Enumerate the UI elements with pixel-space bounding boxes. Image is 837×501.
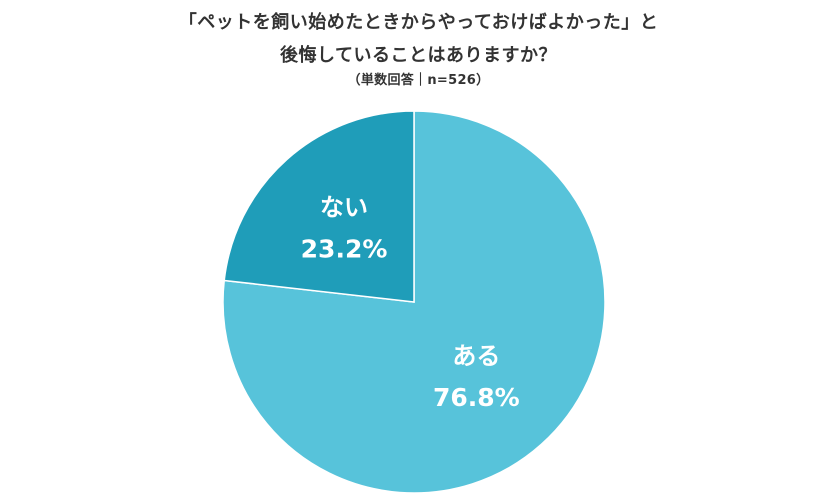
chart-title-line-1: 「ペットを飼い始めたときからやっておけばよかった」と xyxy=(178,12,659,33)
chart-subtitle: （単数回答｜n=526） xyxy=(347,73,490,88)
pie-slice-value-0: 76.8% xyxy=(433,383,520,412)
pie-slice-value-1: 23.2% xyxy=(301,235,388,264)
pie-slice-1 xyxy=(223,110,415,303)
chart-title: 「ペットを飼い始めたときからやっておけばよかった」と 後悔していることはあります… xyxy=(0,6,837,72)
pie-slice-0 xyxy=(222,110,606,494)
chart-title-line-2: 後悔していることはありますか？ xyxy=(280,45,557,66)
pie-labels: ある 76.8% ない 23.2% xyxy=(301,194,520,412)
pie-slice-label-1: ない xyxy=(320,194,368,222)
pie-slice-label-0: ある xyxy=(452,342,500,370)
pie-slices xyxy=(222,110,606,494)
